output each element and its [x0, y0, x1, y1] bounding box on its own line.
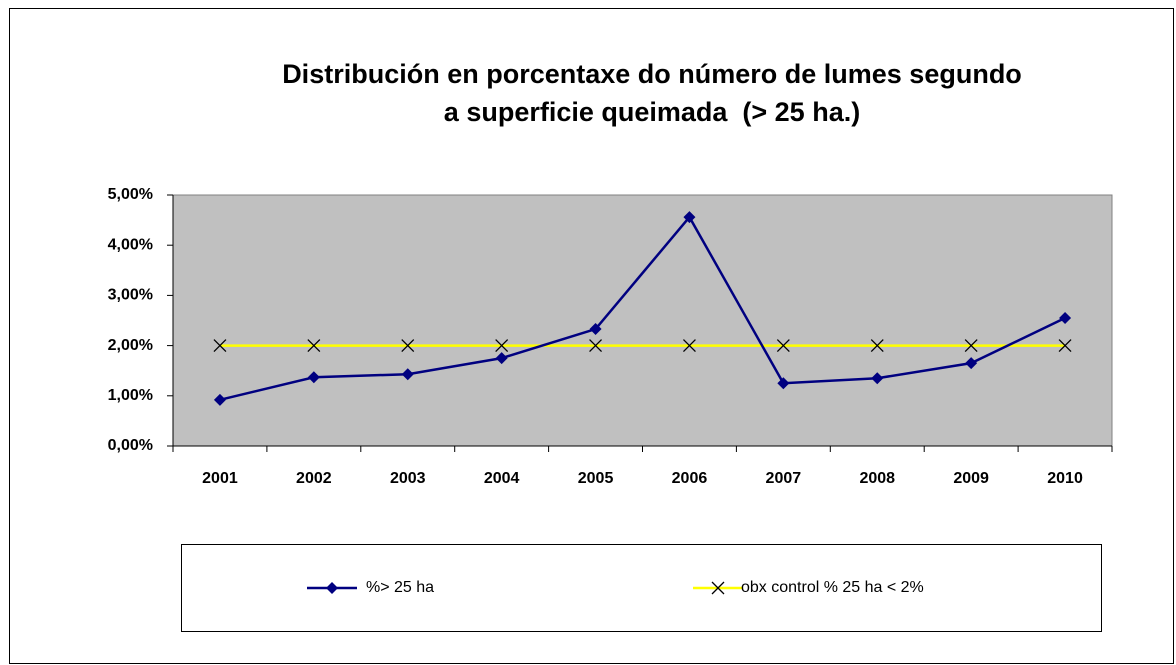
- y-tick-label: 2,00%: [108, 337, 153, 354]
- marker: [965, 357, 978, 370]
- y-tick-label: 1,00%: [108, 387, 153, 404]
- y-tick-label: 3,00%: [108, 287, 153, 304]
- marker: [401, 339, 415, 353]
- x-tick-label: 2009: [953, 470, 989, 487]
- legend-label: %> 25 ha: [366, 579, 434, 596]
- marker: [777, 377, 790, 390]
- marker: [711, 581, 725, 595]
- marker: [213, 393, 226, 406]
- marker: [870, 339, 884, 353]
- marker: [682, 339, 696, 353]
- y-tick-label: 0,00%: [108, 437, 153, 454]
- x-tick-label: 2010: [1047, 470, 1083, 487]
- x-tick-label: 2002: [296, 470, 332, 487]
- marker: [589, 339, 603, 353]
- marker: [326, 582, 338, 594]
- x-tick-label: 2005: [578, 470, 614, 487]
- x-tick-label: 2008: [859, 470, 895, 487]
- x-tick-label: 2006: [672, 470, 708, 487]
- marker: [495, 352, 508, 365]
- marker: [1059, 311, 1072, 324]
- x-tick-label: 2001: [202, 470, 238, 487]
- y-tick-label: 4,00%: [108, 236, 153, 253]
- plot-area: [172, 194, 1113, 447]
- marker: [213, 339, 227, 353]
- marker: [589, 323, 602, 336]
- x-tick-label: 2003: [390, 470, 426, 487]
- marker: [1058, 339, 1072, 353]
- chart-title: Distribución en porcentaxe do número de …: [282, 59, 1022, 89]
- y-tick-label: 5,00%: [108, 186, 153, 203]
- marker: [401, 368, 414, 381]
- marker: [964, 339, 978, 353]
- legend-label: obx control % 25 ha < 2%: [741, 579, 924, 596]
- x-tick-label: 2007: [766, 470, 802, 487]
- marker: [307, 339, 321, 353]
- chart-title: a superficie queimada (> 25 ha.): [444, 97, 860, 127]
- marker: [495, 339, 509, 353]
- series-line: [219, 214, 1066, 402]
- marker: [776, 339, 790, 353]
- marker: [307, 371, 320, 384]
- marker: [683, 211, 696, 224]
- x-tick-label: 2004: [484, 470, 520, 487]
- marker: [871, 372, 884, 385]
